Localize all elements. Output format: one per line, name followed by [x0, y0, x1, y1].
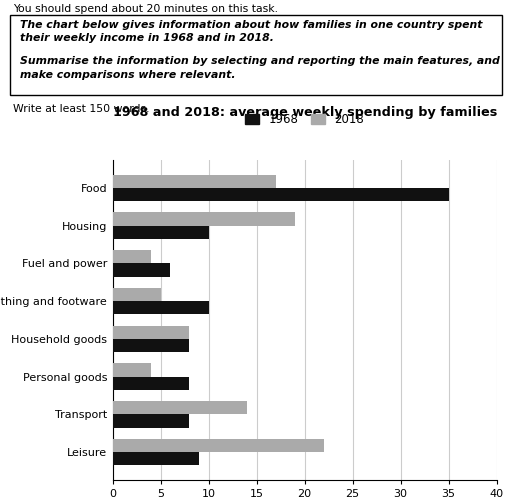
Bar — [113, 401, 247, 414]
Bar — [113, 414, 189, 428]
Bar — [113, 364, 151, 376]
Text: You should spend about 20 minutes on this task.: You should spend about 20 minutes on thi… — [13, 4, 278, 14]
Bar — [113, 250, 151, 264]
FancyBboxPatch shape — [10, 16, 502, 95]
Text: The chart below gives information about how families in one country spent
their : The chart below gives information about … — [20, 20, 483, 43]
Bar — [113, 326, 189, 339]
Bar — [113, 174, 276, 188]
Title: 1968 and 2018: average weekly spending by families: 1968 and 2018: average weekly spending b… — [113, 106, 497, 118]
Bar — [113, 264, 170, 276]
Bar — [113, 339, 189, 352]
Bar — [113, 452, 199, 466]
Bar — [113, 212, 295, 226]
Text: Write at least 150 words.: Write at least 150 words. — [13, 104, 150, 114]
Bar — [113, 301, 209, 314]
Legend: 1968, 2018: 1968, 2018 — [241, 108, 369, 130]
Text: Summarise the information by selecting and reporting the main features, and
make: Summarise the information by selecting a… — [20, 56, 500, 80]
Bar — [113, 376, 189, 390]
Bar — [113, 188, 449, 201]
Bar — [113, 288, 161, 301]
Bar — [113, 439, 324, 452]
Bar — [113, 226, 209, 239]
